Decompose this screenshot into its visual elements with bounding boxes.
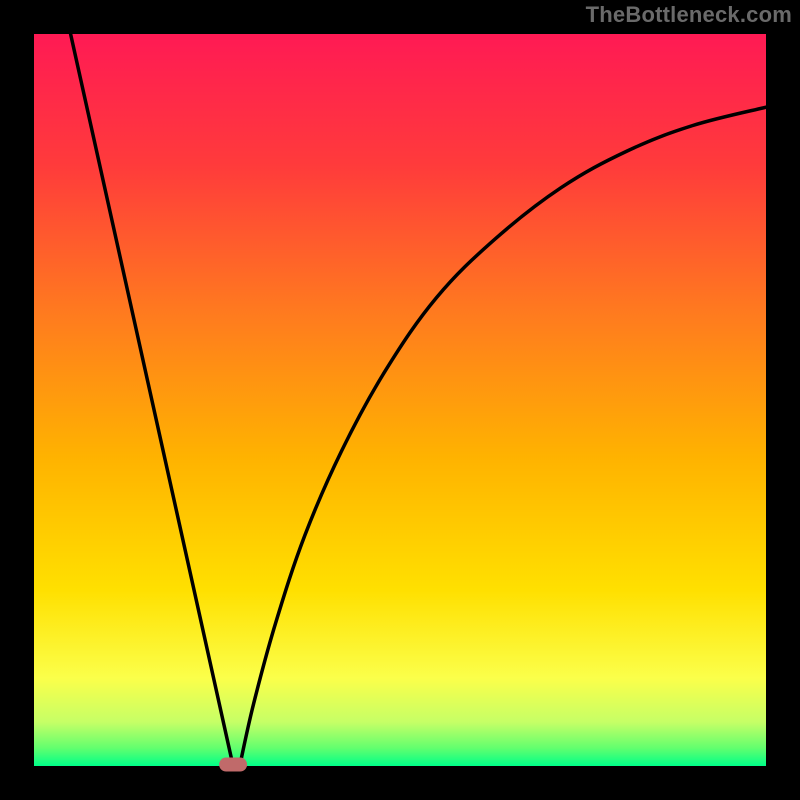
watermark-text: TheBottleneck.com — [586, 2, 792, 28]
optimal-point-marker — [219, 758, 247, 772]
chart-plot-area — [34, 34, 766, 766]
chart-stage: TheBottleneck.com — [0, 0, 800, 800]
bottleneck-chart — [0, 0, 800, 800]
